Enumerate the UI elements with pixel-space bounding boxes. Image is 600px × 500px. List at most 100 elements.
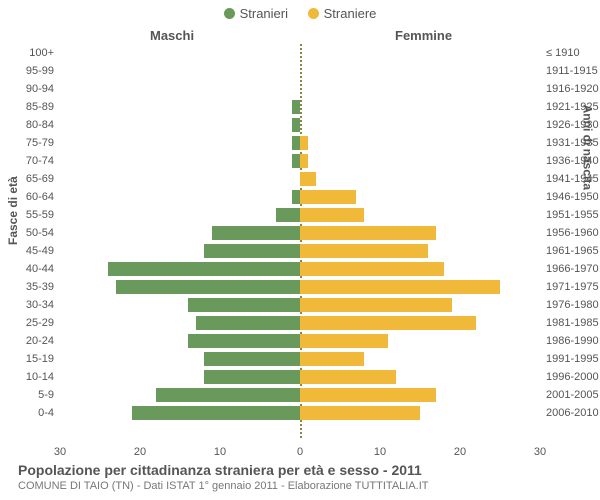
chart-title: Popolazione per cittadinanza straniera p… [18, 462, 582, 478]
bar-male [292, 118, 300, 132]
pyramid-row: 55-591951-1955 [60, 206, 540, 224]
legend-item-male: Stranieri [224, 6, 288, 21]
bar-female [300, 334, 388, 348]
x-tick: 30 [534, 446, 546, 458]
pyramid-row: 50-541956-1960 [60, 224, 540, 242]
legend-swatch-female [308, 8, 319, 19]
pyramid-row: 45-491961-1965 [60, 242, 540, 260]
age-label: 10-14 [26, 368, 54, 386]
column-header-male: Maschi [150, 28, 194, 43]
pyramid-plot: 100+≤ 191095-991911-191590-941916-192085… [60, 44, 540, 444]
pyramid-row: 20-241986-1990 [60, 332, 540, 350]
chart-subtitle: COMUNE DI TAIO (TN) - Dati ISTAT 1° genn… [18, 480, 582, 492]
bar-male [132, 406, 300, 420]
bar-male [204, 370, 300, 384]
bar-female [300, 190, 356, 204]
legend-label-female: Straniere [324, 6, 377, 21]
bar-male [204, 352, 300, 366]
bar-female [300, 406, 420, 420]
x-tick: 20 [454, 446, 466, 458]
age-label: 80-84 [26, 116, 54, 134]
bar-female [300, 262, 444, 276]
birth-year-label: 1986-1990 [546, 332, 599, 350]
bar-male [188, 334, 300, 348]
bar-female [300, 316, 476, 330]
birth-year-label: 1971-1975 [546, 278, 599, 296]
pyramid-row: 75-791931-1935 [60, 134, 540, 152]
birth-year-label: 1996-2000 [546, 368, 599, 386]
birth-year-label: 1911-1915 [546, 62, 598, 80]
bar-male [292, 136, 300, 150]
bar-male [292, 190, 300, 204]
pyramid-row: 90-941916-1920 [60, 80, 540, 98]
age-label: 25-29 [26, 314, 54, 332]
age-label: 50-54 [26, 224, 54, 242]
age-label: 70-74 [26, 152, 54, 170]
birth-year-label: 1941-1945 [546, 170, 599, 188]
age-label: 55-59 [26, 206, 54, 224]
age-label: 30-34 [26, 296, 54, 314]
x-tick: 20 [134, 446, 146, 458]
age-label: 35-39 [26, 278, 54, 296]
age-label: 15-19 [26, 350, 54, 368]
bar-female [300, 208, 364, 222]
age-label: 0-4 [38, 404, 54, 422]
pyramid-row: 60-641946-1950 [60, 188, 540, 206]
birth-year-label: 1921-1925 [546, 98, 599, 116]
age-label: 90-94 [26, 80, 54, 98]
pyramid-row: 15-191991-1995 [60, 350, 540, 368]
bar-female [300, 244, 428, 258]
bar-male [116, 280, 300, 294]
age-label: 65-69 [26, 170, 54, 188]
bar-male [196, 316, 300, 330]
birth-year-label: 1976-1980 [546, 296, 599, 314]
bar-male [188, 298, 300, 312]
birth-year-label: 1966-1970 [546, 260, 599, 278]
pyramid-row: 85-891921-1925 [60, 98, 540, 116]
pyramid-row: 65-691941-1945 [60, 170, 540, 188]
age-label: 95-99 [26, 62, 54, 80]
bar-female [300, 370, 396, 384]
x-tick: 10 [214, 446, 226, 458]
age-label: 5-9 [38, 386, 54, 404]
age-label: 85-89 [26, 98, 54, 116]
bar-male [292, 154, 300, 168]
birth-year-label: 1956-1960 [546, 224, 599, 242]
bar-female [300, 352, 364, 366]
birth-year-label: 1991-1995 [546, 350, 599, 368]
bar-female [300, 388, 436, 402]
column-header-female: Femmine [395, 28, 452, 43]
birth-year-label: 1916-1920 [546, 80, 599, 98]
bar-female [300, 172, 316, 186]
bar-male [108, 262, 300, 276]
pyramid-row: 5-92001-2005 [60, 386, 540, 404]
x-tick: 10 [374, 446, 386, 458]
legend-item-female: Straniere [308, 6, 377, 21]
bar-male [276, 208, 300, 222]
bar-male [212, 226, 300, 240]
chart-footer: Popolazione per cittadinanza straniera p… [18, 462, 582, 492]
pyramid-row: 10-141996-2000 [60, 368, 540, 386]
bar-male [204, 244, 300, 258]
birth-year-label: 1931-1935 [546, 134, 599, 152]
legend: Stranieri Straniere [0, 6, 600, 22]
bar-female [300, 226, 436, 240]
pyramid-row: 95-991911-1915 [60, 62, 540, 80]
bar-female [300, 136, 308, 150]
pyramid-row: 35-391971-1975 [60, 278, 540, 296]
birth-year-label: 1936-1940 [546, 152, 599, 170]
birth-year-label: 2006-2010 [546, 404, 599, 422]
bar-female [300, 280, 500, 294]
pyramid-row: 0-42006-2010 [60, 404, 540, 422]
x-tick: 30 [54, 446, 66, 458]
birth-year-label: 1951-1955 [546, 206, 599, 224]
age-label: 75-79 [26, 134, 54, 152]
age-label: 40-44 [26, 260, 54, 278]
bar-male [292, 100, 300, 114]
age-label: 100+ [29, 44, 54, 62]
pyramid-row: 25-291981-1985 [60, 314, 540, 332]
birth-year-label: 1961-1965 [546, 242, 599, 260]
birth-year-label: 1926-1930 [546, 116, 599, 134]
legend-label-male: Stranieri [240, 6, 288, 21]
age-label: 20-24 [26, 332, 54, 350]
